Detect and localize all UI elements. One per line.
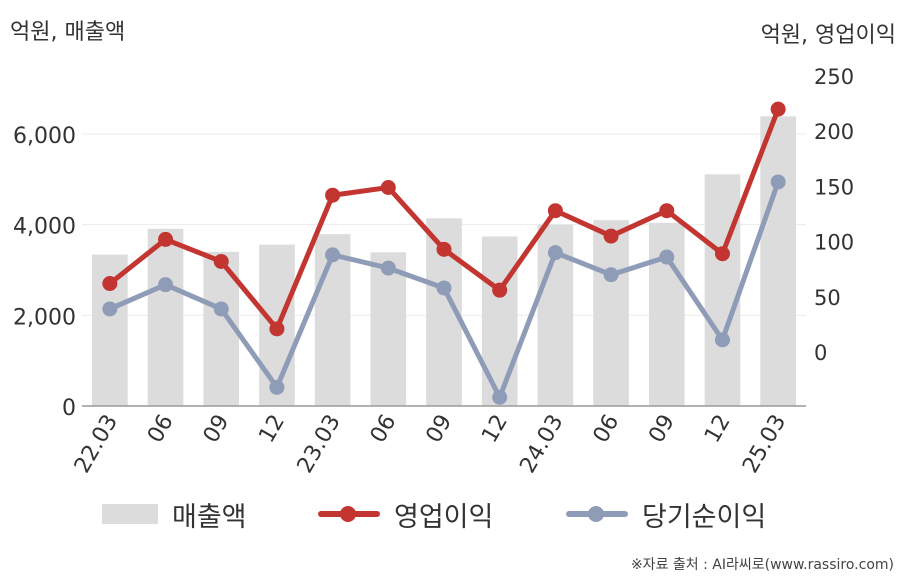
combo-chart: 0 2,000 4,000 6,000 0 50 100 150 200 250 22.03 06 09… [13, 65, 854, 478]
operating-profit-point [102, 276, 118, 292]
y-right-tick-label: 250 [814, 65, 854, 89]
net-income-point [603, 267, 619, 283]
operating-profit-point [269, 321, 285, 337]
net-income-point [102, 301, 118, 317]
operating-profit-point [714, 246, 730, 262]
x-tick-label: 22.03 [70, 411, 123, 478]
net-income-point [380, 260, 396, 276]
revenue-bar [704, 174, 741, 406]
operating-profit-point [213, 253, 229, 269]
y-left-tick-label: 4,000 [13, 215, 76, 240]
operating-profit-point [770, 101, 786, 117]
revenue-bar [370, 252, 407, 406]
net-income-point [770, 174, 786, 190]
legend-swatch-revenue [102, 504, 158, 524]
operating-profit-point [436, 241, 452, 257]
operating-profit-point [547, 203, 563, 219]
y-left-tick-label: 2,000 [13, 305, 76, 330]
revenue-bar [760, 116, 796, 406]
y-right-tick-label: 50 [814, 286, 841, 310]
y-right-tick-label: 150 [814, 175, 854, 199]
operating-profit-point [325, 187, 341, 203]
legend-item-operating[interactable]: 영업이익 [318, 492, 493, 536]
operating-profit-point [603, 228, 619, 244]
legend-swatch-operating [318, 506, 380, 522]
legend-item-revenue[interactable]: 매출액 [102, 492, 247, 536]
y-right-tick-label: 0 [814, 341, 827, 365]
net-income-point [714, 332, 730, 348]
operating-profit-point [380, 180, 396, 196]
y-right-tick-label: 200 [814, 120, 854, 144]
x-tick-label: 12 [254, 411, 290, 448]
operating-profit-point [659, 203, 675, 219]
net-income-point [547, 245, 563, 261]
operating-profit-point [492, 282, 508, 298]
x-tick-label: 06 [589, 411, 625, 448]
net-income-point [436, 280, 452, 296]
revenue-bar [481, 236, 518, 406]
x-tick-label: 12 [477, 411, 513, 448]
x-tick-label: 25.03 [738, 411, 791, 478]
net-income-point [659, 249, 675, 265]
chart-legend: 매출액 영업이익 당기순이익 [0, 492, 908, 536]
legend-label-net: 당기순이익 [642, 501, 767, 533]
legend-swatch-net [566, 506, 628, 522]
legend-label-revenue: 매출액 [172, 501, 247, 533]
right-axis-unit-label: 억원, 영업이익 [760, 23, 896, 48]
operating-profit-point [158, 231, 174, 247]
net-income-point [269, 379, 285, 395]
net-income-point [158, 277, 174, 293]
net-income-point [213, 301, 229, 317]
legend-label-operating: 영업이익 [394, 501, 494, 533]
x-tick-label: 09 [422, 411, 458, 448]
net-income-point [325, 247, 341, 263]
source-credit: ※자료 출처 : AI라씨로(www.rassiro.com) [630, 557, 894, 573]
legend-item-net[interactable]: 당기순이익 [566, 492, 766, 536]
y-left-tick-label: 6,000 [13, 124, 76, 149]
x-tick-label: 24.03 [515, 411, 568, 478]
revenue-bar [147, 228, 184, 406]
x-tick-label: 12 [700, 411, 736, 448]
x-tick-label: 06 [366, 411, 402, 448]
revenue-bar [593, 220, 629, 406]
y-right-tick-label: 100 [814, 231, 854, 255]
x-tick-label: 09 [199, 411, 235, 448]
left-axis-unit-label: 억원, 매출액 [10, 20, 126, 45]
y-left-tick-label: 0 [62, 396, 76, 421]
x-tick-label: 09 [644, 411, 680, 448]
net-income-point [492, 389, 508, 405]
revenue-bar [314, 234, 351, 406]
x-tick-label: 23.03 [293, 411, 346, 478]
x-tick-label: 06 [143, 411, 179, 448]
